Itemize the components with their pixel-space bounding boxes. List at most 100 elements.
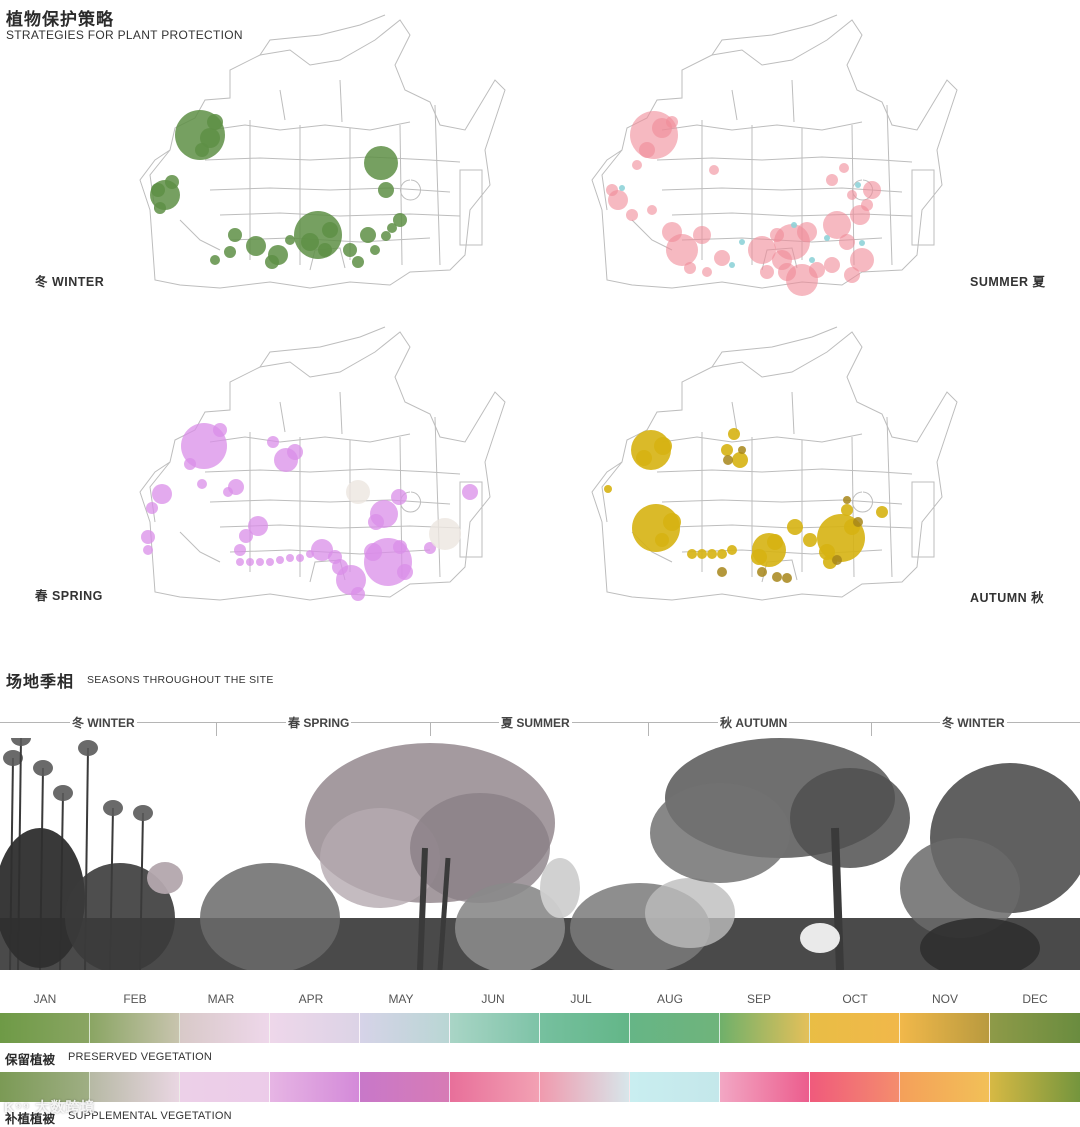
summer-vegetation-marker	[626, 209, 638, 221]
autumn-vegetation-marker	[728, 428, 740, 440]
preserved-vegetation-bar	[0, 1013, 1080, 1043]
spring-vegetation-marker	[234, 544, 246, 556]
section-subtitle: SEASONS THROUGHOUT THE SITE	[87, 674, 274, 686]
spring-vegetation-marker	[256, 558, 264, 566]
plant-flower-head	[78, 740, 98, 756]
summer-vegetation-marker	[839, 163, 849, 173]
winter-map-label: 冬 WINTER	[35, 275, 105, 289]
winter-vegetation-marker	[318, 243, 332, 257]
summer-vegetation-marker	[826, 174, 838, 186]
winter-vegetation-marker	[285, 235, 295, 245]
page-subtitle: STRATEGIES FOR PLANT PROTECTION	[6, 28, 243, 42]
preserved-month-segment	[540, 1013, 630, 1043]
spring-vegetation-marker	[152, 484, 172, 504]
supplemental-month-segment	[990, 1072, 1080, 1102]
autumn-seed-marker	[832, 555, 842, 565]
spring-vegetation-marker	[213, 423, 227, 437]
autumn-map-label: AUTUMN 秋	[970, 591, 1045, 605]
spring-vegetation-marker	[143, 545, 153, 555]
autumn-vegetation-marker	[767, 534, 783, 550]
summer-vegetation-marker	[684, 262, 696, 274]
plant-flower-head	[103, 800, 123, 816]
autumn-vegetation-marker	[697, 549, 707, 559]
autumn-vegetation-marker	[876, 506, 888, 518]
supplemental-vegetation-bar	[0, 1072, 1080, 1102]
summer-vegetation-marker	[639, 142, 655, 158]
summer-vegetation-marker	[702, 267, 712, 277]
spring-blossom-marker	[429, 518, 461, 550]
preserved-month-segment	[360, 1013, 450, 1043]
summer-vegetation-marker	[861, 199, 873, 211]
autumn-vegetation-marker	[841, 504, 853, 516]
autumn-seed-marker	[853, 517, 863, 527]
summer-accent-marker	[729, 262, 735, 268]
summer-map	[591, 14, 958, 296]
autumn-vegetation-marker	[727, 545, 737, 555]
autumn-seed-marker	[772, 572, 782, 582]
winter-vegetation-marker	[265, 255, 279, 269]
season-divider	[430, 722, 431, 736]
month-label: JUN	[481, 992, 505, 1006]
spring-vegetation-marker	[266, 558, 274, 566]
plant-rose	[147, 862, 183, 894]
summer-vegetation-marker	[850, 248, 874, 272]
winter-vegetation-marker	[364, 146, 398, 180]
season-divider	[216, 722, 217, 736]
winter-vegetation-marker	[301, 233, 319, 251]
summer-vegetation-marker	[606, 184, 618, 196]
autumn-seed-marker	[738, 446, 746, 454]
spring-vegetation-marker	[424, 542, 436, 554]
summer-accent-marker	[791, 222, 797, 228]
supplemental-month-segment	[450, 1072, 540, 1102]
summer-accent-marker	[859, 240, 865, 246]
preserved-month-segment	[630, 1013, 720, 1043]
month-label: SEP	[746, 992, 771, 1006]
summer-vegetation-marker	[714, 250, 730, 266]
plant-flower-head	[53, 785, 73, 801]
watermark: K⁹⁹ 大数跨境	[4, 1099, 96, 1115]
spring-vegetation-marker	[246, 558, 254, 566]
summer-vegetation-marker	[647, 205, 657, 215]
month-label: JAN	[33, 992, 57, 1006]
autumn-vegetation-marker	[687, 549, 697, 559]
autumn-vegetation-marker	[803, 533, 817, 547]
spring-vegetation-marker	[276, 556, 284, 564]
month-label: APR	[298, 992, 324, 1006]
month-label: AUG	[656, 992, 683, 1006]
summer-vegetation-marker	[662, 222, 682, 242]
month-label: OCT	[842, 992, 868, 1006]
winter-vegetation-marker	[343, 243, 357, 257]
plant-flower-head	[33, 760, 53, 776]
autumn-vegetation-marker	[732, 452, 748, 468]
spring-vegetation-marker	[332, 559, 348, 575]
plant-shrub	[200, 863, 340, 970]
plant-leaf-cluster	[455, 883, 565, 970]
season-summer: 夏 SUMMER	[499, 714, 572, 731]
autumn-vegetation-marker	[717, 549, 727, 559]
supplemental-month-segment	[90, 1072, 180, 1102]
spring-vegetation-marker	[311, 539, 333, 561]
autumn-vegetation-marker	[787, 519, 803, 535]
winter-vegetation-marker	[393, 213, 407, 227]
summer-accent-marker	[809, 257, 815, 263]
preserved-month-segment	[900, 1013, 990, 1043]
autumn-seed-marker	[717, 567, 727, 577]
supplemental-month-segment	[0, 1072, 90, 1102]
summer-accent-marker	[739, 239, 745, 245]
winter-vegetation-marker	[200, 128, 220, 148]
winter-vegetation-marker	[246, 236, 266, 256]
autumn-seed-marker	[757, 567, 767, 577]
plant-stem	[417, 847, 428, 970]
winter-vegetation-marker	[370, 245, 380, 255]
spring-vegetation-marker	[197, 479, 207, 489]
site-plan-outline	[139, 14, 506, 289]
summer-vegetation-marker	[770, 228, 784, 242]
supplemental-month-segment	[900, 1072, 990, 1102]
summer-vegetation-marker	[863, 181, 881, 199]
winter-vegetation-marker	[195, 143, 209, 157]
summer-vegetation-marker	[709, 165, 719, 175]
supplemental-month-segment	[180, 1072, 270, 1102]
supplemental-month-segment	[810, 1072, 900, 1102]
season-divider	[648, 722, 649, 736]
spring-vegetation-marker	[393, 540, 407, 554]
